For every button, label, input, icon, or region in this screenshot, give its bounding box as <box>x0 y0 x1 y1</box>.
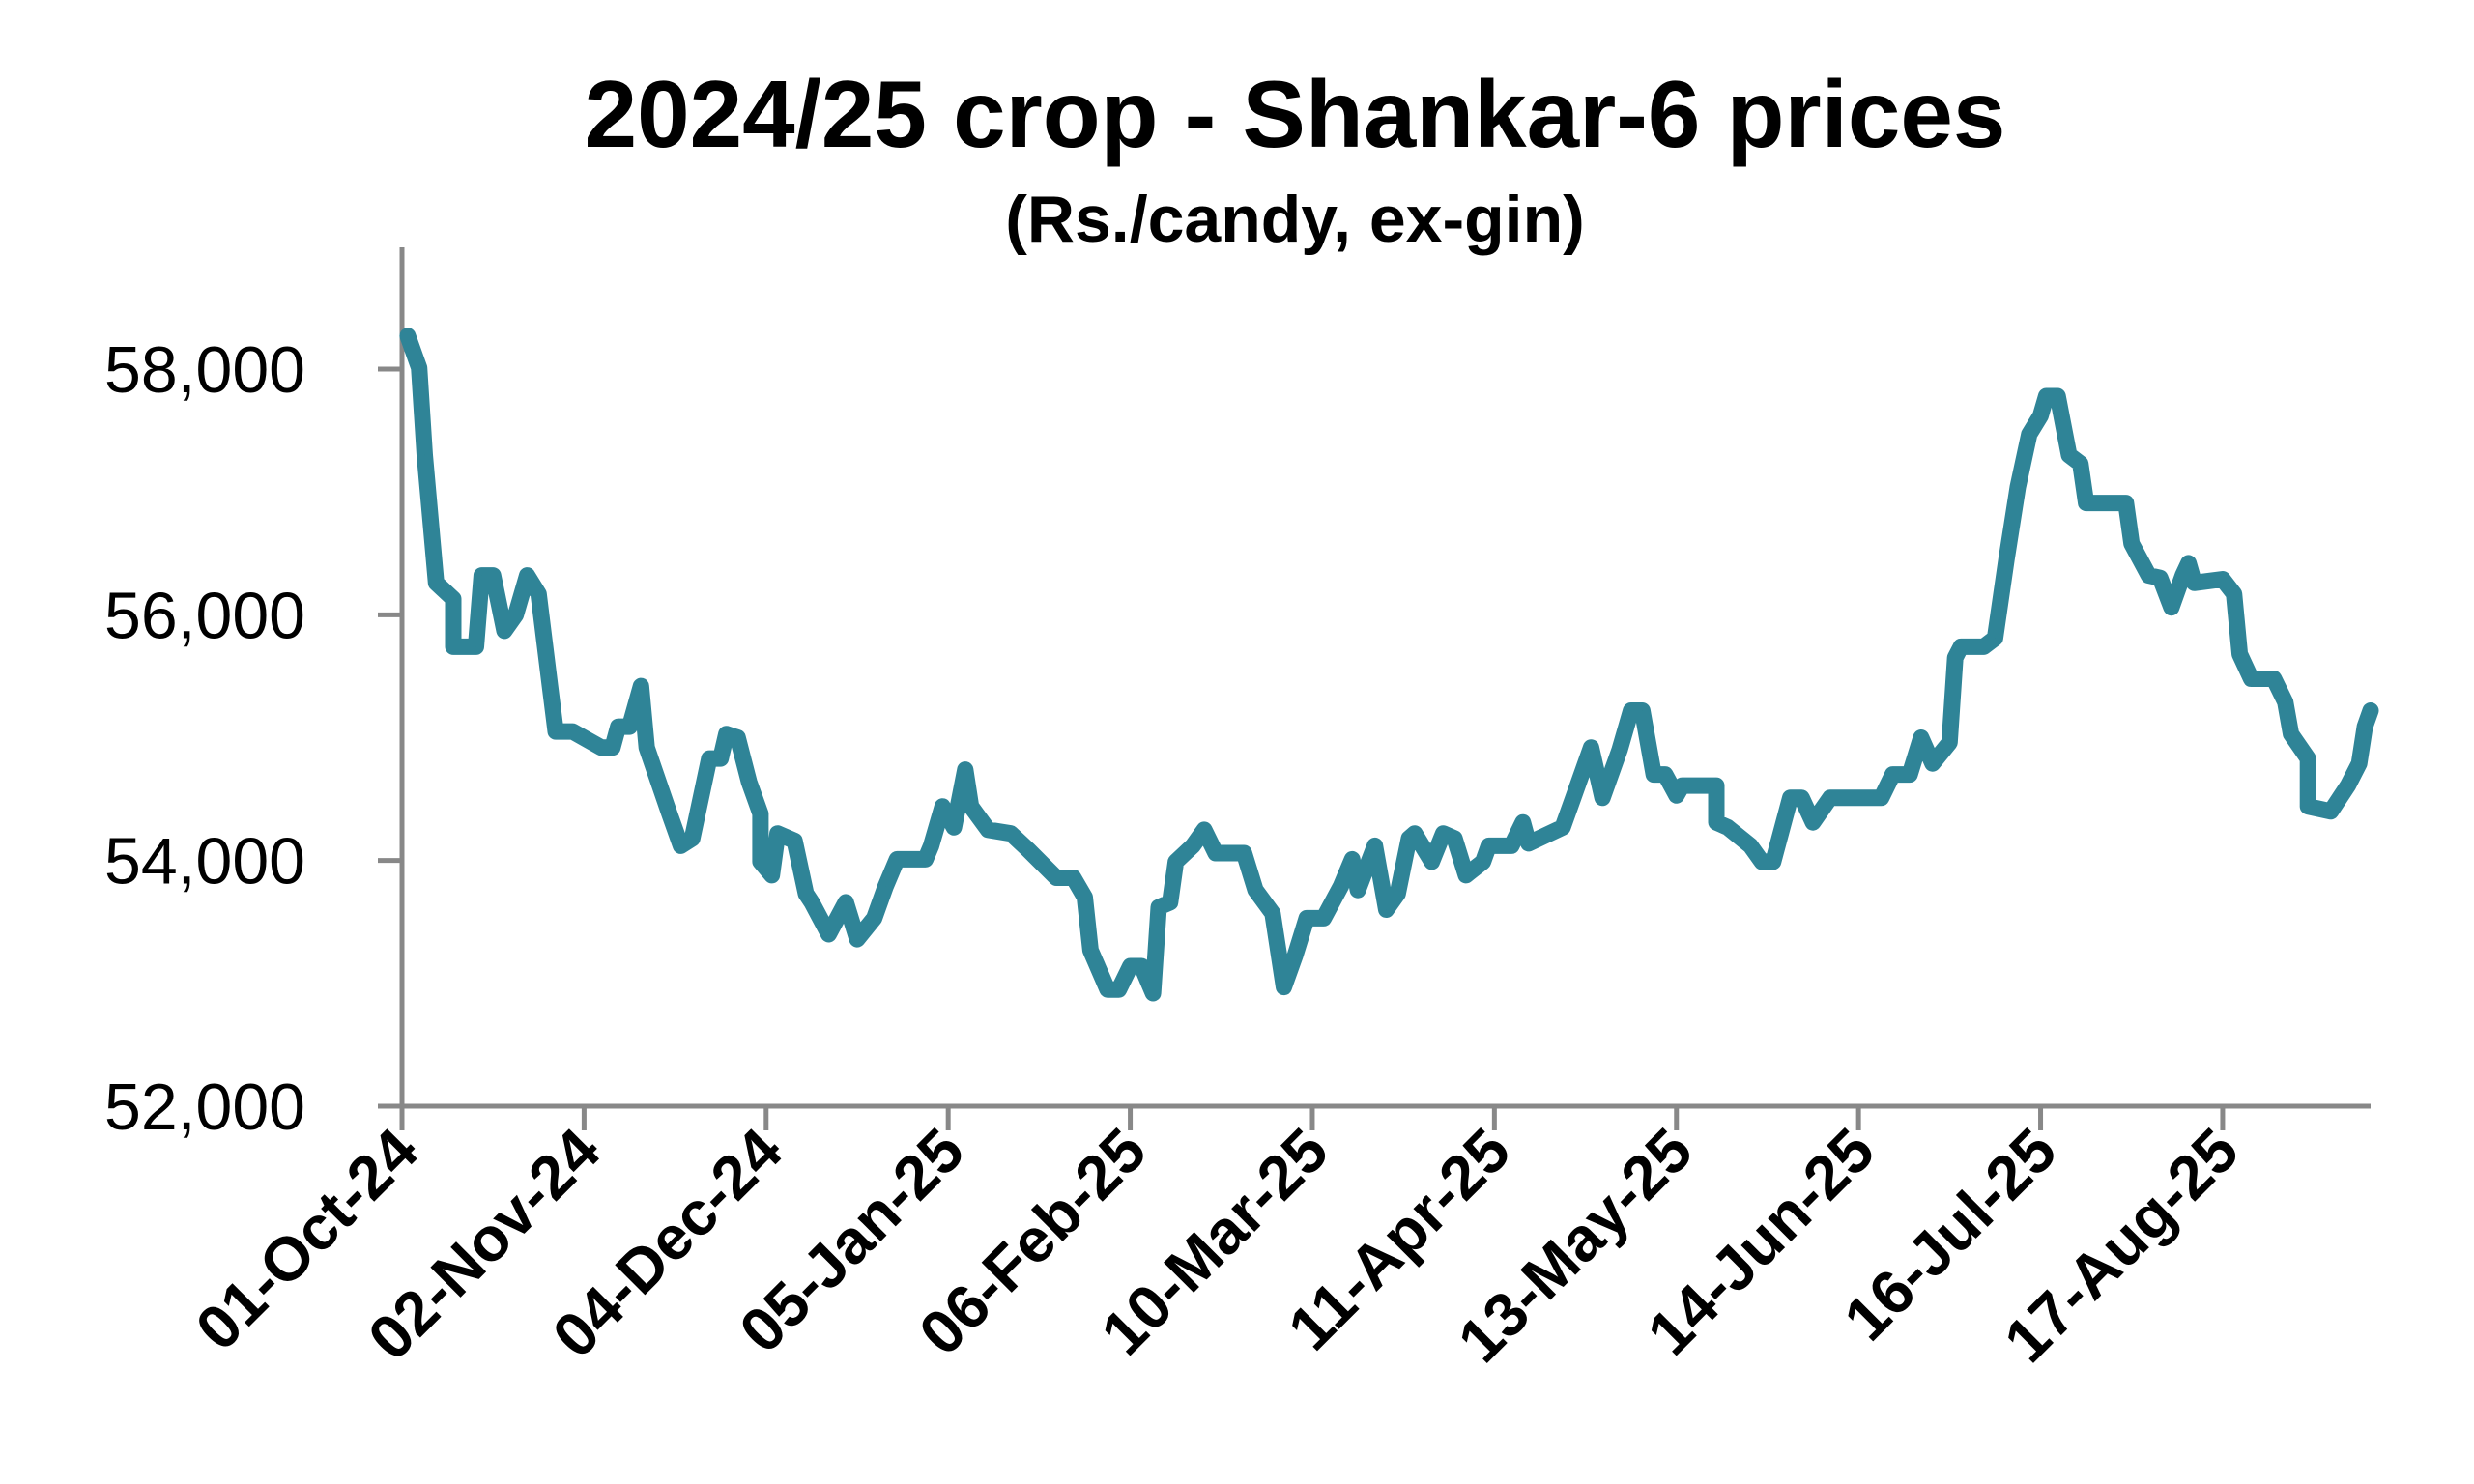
chart-title: 2024/25 crop - Shankar-6 prices <box>585 61 2006 167</box>
y-tick-label: 58,000 <box>104 333 305 407</box>
series-line-shankar-6 <box>399 328 2379 1002</box>
y-tick-label: 52,000 <box>104 1070 305 1144</box>
y-tick-label: 54,000 <box>104 825 305 899</box>
chart-subtitle: (Rs./candy, ex-gin) <box>1005 183 1585 256</box>
y-tick-label: 56,000 <box>104 579 305 652</box>
